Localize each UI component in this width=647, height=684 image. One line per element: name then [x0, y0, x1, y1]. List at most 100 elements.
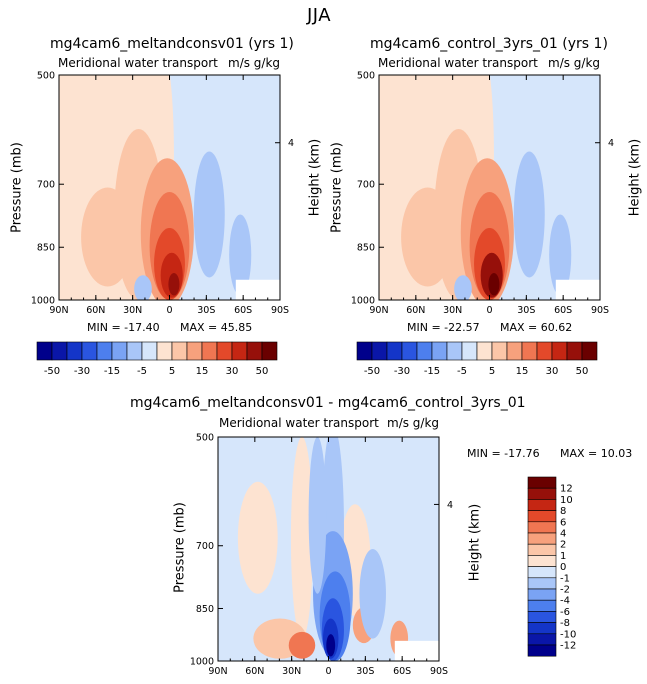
colorbar1-box: [66, 341, 83, 361]
colorbar2-box: [401, 341, 418, 361]
colorbar3-label: -10: [560, 629, 576, 640]
colorbar1-box: [96, 341, 113, 361]
colorbar2-box: [446, 341, 463, 361]
colorbar2-box: [431, 341, 448, 361]
colorbar2-label: 5: [489, 366, 495, 377]
panel3-max: MAX = 10.03: [560, 447, 633, 460]
panel3-plot: 90N 60N 30N 0 30S 60S 90S 500 700 850 1000 4: [190, 433, 453, 678]
colorbar2-box: [371, 341, 388, 361]
colorbar1-box: [201, 341, 218, 361]
colorbar1-label: 5: [169, 366, 175, 377]
y-tick-label: 850: [357, 243, 375, 254]
colorbar3-label: 1: [560, 551, 566, 562]
colorbar3-box: [527, 476, 557, 489]
colorbar3-label: -6: [560, 607, 570, 618]
panel1-units: m/s g/kg: [228, 56, 281, 70]
colorbar3-box: [527, 532, 557, 545]
colorbar1-label: 50: [256, 366, 269, 377]
x-tick-label: 60S: [234, 305, 252, 316]
page-title: JJA: [307, 5, 332, 26]
colorbar2-box: [491, 341, 508, 361]
colorbar1-box: [186, 341, 203, 361]
panel3-subtitle: Meridional water transport: [219, 416, 379, 430]
colorbar3-box: [527, 588, 557, 601]
y-right-tick-label: 4: [288, 138, 294, 149]
field-contour: [326, 634, 336, 657]
field-contour: [288, 631, 316, 659]
colorbar1-box: [156, 341, 173, 361]
panel2-subtitle: Meridional water transport: [378, 56, 538, 70]
colorbar3-box: [527, 510, 557, 523]
colorbar3-box: [527, 644, 557, 657]
colorbar3-box: [527, 577, 557, 590]
panel3-min: MIN = -17.76: [467, 447, 540, 460]
x-tick-label: 0: [166, 305, 172, 316]
y-tick-label: 1000: [190, 657, 214, 668]
colorbar2-label: -15: [424, 366, 440, 377]
field-contour: [237, 481, 278, 594]
colorbar1-label: -15: [104, 366, 120, 377]
colorbar2-box: [536, 341, 553, 361]
field-contour: [168, 273, 180, 296]
x-tick-label: 60N: [245, 666, 264, 677]
panel1-plot: 90N 60N 30N 0 30S 60S 90S 500 700 850 1000 4: [31, 71, 294, 317]
y-tick-label: 850: [196, 604, 214, 615]
x-tick-label: 30S: [197, 305, 215, 316]
colorbar3-label: -1: [560, 573, 570, 584]
colorbar2-box: [551, 341, 568, 361]
y-tick-label: 500: [37, 71, 55, 82]
colorbar1-box: [231, 341, 248, 361]
missing-data-mask: [235, 279, 280, 300]
x-tick-label: 90S: [430, 666, 448, 677]
colorbar3-box: [527, 633, 557, 646]
colorbar1-box: [81, 341, 98, 361]
colorbar1-label: 30: [226, 366, 239, 377]
colorbar3-box: [527, 555, 557, 567]
panel3-field: [218, 437, 439, 661]
field-contour: [134, 275, 152, 300]
panel3-units: m/s g/kg: [387, 416, 440, 430]
colorbar1-box: [126, 341, 143, 361]
colorbar3-label: 10: [560, 495, 573, 506]
y-right-tick-label: 4: [608, 138, 614, 149]
colorbar3-box: [527, 566, 557, 579]
colorbar2-box: [476, 341, 493, 361]
panel2-max: MAX = 60.62: [500, 321, 573, 334]
colorbar3-label: -4: [560, 596, 570, 607]
colorbar1-box: [261, 341, 278, 361]
y-tick-label: 850: [37, 243, 55, 254]
y-right-tick-label: 4: [447, 500, 453, 511]
panel1-title: mg4cam6_meltandconsv01 (yrs 1): [50, 36, 294, 52]
field-contour: [359, 549, 386, 639]
panel3-title: mg4cam6_meltandconsv01 - mg4cam6_control…: [130, 395, 526, 411]
colorbar2-box: [416, 341, 433, 361]
colorbar3-label: 6: [560, 517, 566, 528]
y-tick-label: 1000: [351, 296, 375, 307]
x-tick-label: 30N: [443, 305, 462, 316]
colorbar3-label: 12: [560, 484, 573, 495]
x-tick-label: 30N: [282, 666, 301, 677]
colorbar2-box: [356, 341, 373, 361]
panel1-max: MAX = 45.85: [180, 321, 253, 334]
colorbar1-box: [111, 341, 128, 361]
colorbar3-label: -12: [560, 641, 576, 652]
panel2-plot: 90N 60N 30N 0 30S 60S 90S 500 700 850 1000 4: [351, 71, 614, 317]
x-tick-label: 90N: [369, 305, 388, 316]
colorbar3-box: [527, 521, 557, 534]
colorbar3-label: 2: [560, 540, 566, 551]
panel1-min: MIN = -17.40: [87, 321, 160, 334]
panel2-min: MIN = -22.57: [407, 321, 480, 334]
colorbar2-label: 15: [516, 366, 529, 377]
colorbar3-box: [527, 499, 557, 511]
y-tick-label: 700: [37, 180, 55, 191]
colorbar2-box: [506, 341, 523, 361]
colorbar3-label: 8: [560, 506, 566, 517]
colorbar3-box: [527, 543, 557, 556]
x-tick-label: 30S: [517, 305, 535, 316]
colorbar1-box: [51, 341, 68, 361]
field-contour: [454, 275, 472, 300]
missing-data-mask: [555, 279, 600, 300]
field-contour: [229, 214, 252, 296]
colorbar3-box: [527, 599, 557, 612]
